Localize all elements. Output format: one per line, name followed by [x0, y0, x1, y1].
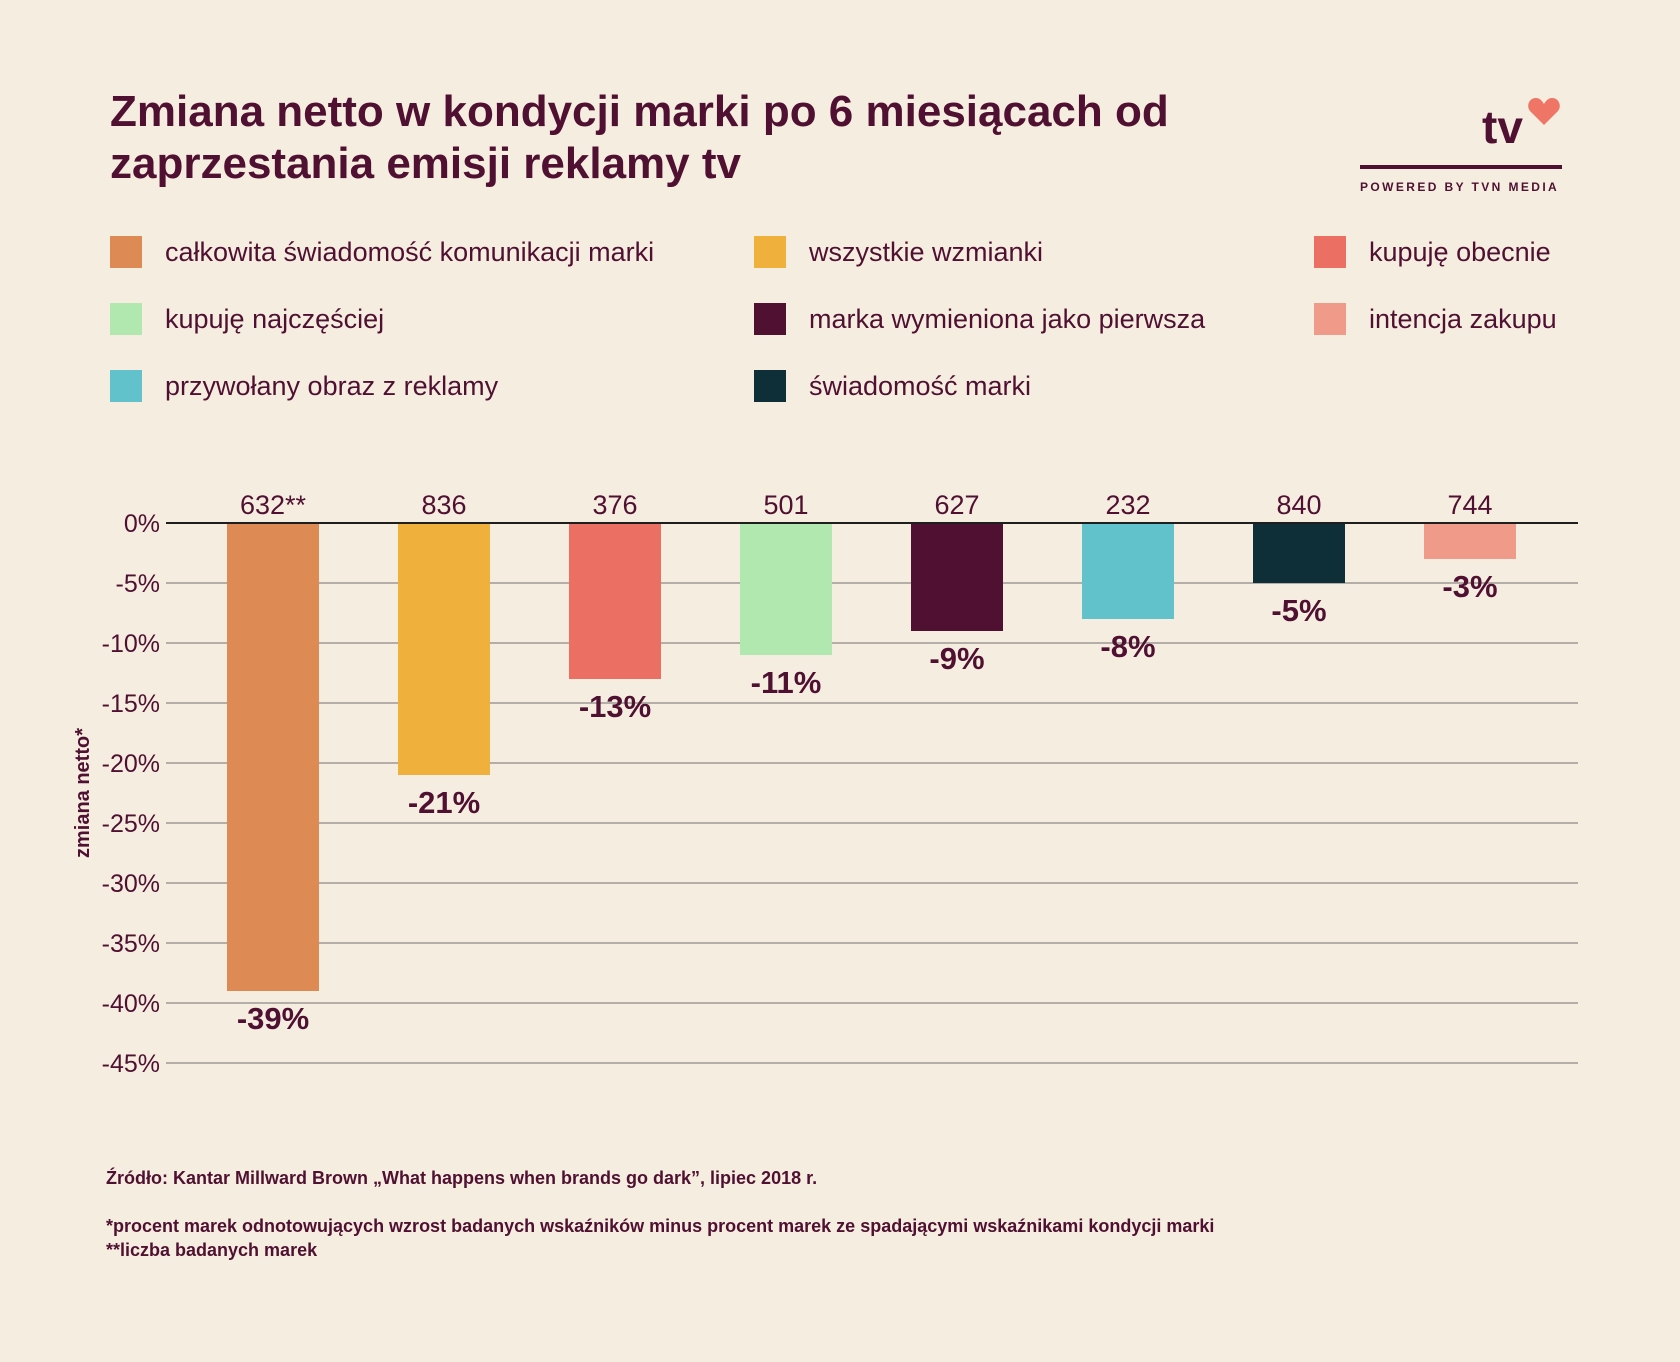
legend-label: przywołany obraz z reklamy	[165, 370, 499, 401]
y-tick-label: -40%	[102, 990, 160, 1018]
source-note: Źródło: Kantar Millward Brown „What happ…	[106, 1168, 818, 1188]
y-tick-label: -10%	[102, 630, 160, 658]
legend-label: całkowita świadomość komunikacji marki	[165, 236, 655, 267]
legend-item: przywołany obraz z reklamy	[110, 369, 498, 403]
bar-chart: 0% -5% -10% -15% -20% -25% -30% -35% -40% -45% zmi…	[72, 490, 1578, 1078]
y-tick-label: -35%	[102, 930, 160, 958]
data-label: -9%	[929, 641, 984, 676]
legend-label: świadomość marki	[809, 370, 1032, 401]
data-label: -3%	[1442, 569, 1497, 604]
brand-count-label: 840	[1276, 490, 1321, 520]
y-tick-label: -30%	[102, 870, 160, 898]
data-label: -39%	[237, 1001, 309, 1036]
legend-label: wszystkie wzmianki	[809, 236, 1044, 267]
legend-item: całkowita świadomość komunikacji marki	[110, 235, 654, 269]
tv-logo: tv POWERED BY TVN MEDIA	[1360, 92, 1562, 202]
footnote-brand-count: **liczba badanych marek	[106, 1240, 318, 1260]
y-tick-label: -5%	[116, 570, 160, 598]
brand-count-label: 376	[592, 490, 637, 520]
y-axis-title: zmiana netto*	[72, 728, 94, 858]
bar	[227, 523, 319, 991]
y-tick-label: -25%	[102, 810, 160, 838]
y-tick-label: -45%	[102, 1050, 160, 1078]
data-label: -21%	[408, 785, 480, 820]
legend-item: świadomość marki	[754, 369, 1031, 403]
data-label: -11%	[751, 665, 822, 700]
legend-item: kupuję najczęściej	[110, 302, 384, 336]
y-tick-label: -20%	[102, 750, 160, 778]
data-label: -8%	[1100, 629, 1155, 664]
legend-swatch	[110, 370, 142, 402]
bar	[1082, 523, 1174, 619]
legend-item: kupuję obecnie	[1314, 235, 1551, 269]
legend-swatch	[754, 303, 786, 335]
brand-count-label: 232	[1105, 490, 1150, 520]
legend-label: kupuję obecnie	[1369, 236, 1551, 267]
bar	[911, 523, 1003, 631]
legend-swatch	[1314, 303, 1346, 335]
brand-count-label: 627	[934, 490, 979, 520]
legend-item: intencja zakupu	[1314, 302, 1557, 336]
chart-title: Zmiana netto w kondycji marki po 6 miesi…	[110, 87, 1169, 188]
bar	[740, 523, 832, 655]
logo-tagline: POWERED BY TVN MEDIA	[1360, 180, 1560, 194]
legend-swatch	[754, 236, 786, 268]
legend-label: kupuję najczęściej	[165, 303, 385, 334]
bar	[1424, 523, 1516, 559]
heart-icon	[1528, 98, 1560, 125]
brand-count-label: 744	[1447, 490, 1492, 520]
bar	[398, 523, 490, 775]
legend: całkowita świadomość komunikacji marki w…	[110, 235, 1590, 415]
legend-swatch	[110, 236, 142, 268]
logo-underline	[1360, 165, 1562, 169]
legend-swatch	[110, 303, 142, 335]
legend-swatch	[1314, 236, 1346, 268]
bar	[569, 523, 661, 679]
legend-item: marka wymieniona jako pierwsza	[754, 302, 1205, 336]
brand-count-label: 632**	[240, 490, 307, 520]
brand-count-label: 836	[421, 490, 466, 520]
legend-item: wszystkie wzmianki	[754, 235, 1043, 269]
legend-label: marka wymieniona jako pierwsza	[809, 303, 1206, 334]
data-label: -13%	[579, 689, 651, 724]
logo-mark: tv	[1482, 101, 1523, 153]
legend-swatch	[754, 370, 786, 402]
footnote-net-change: *procent marek odnotowujących wzrost bad…	[106, 1216, 1215, 1236]
legend-label: intencja zakupu	[1369, 303, 1557, 334]
brand-count-label: 501	[763, 490, 808, 520]
bar	[1253, 523, 1345, 583]
data-label: -5%	[1271, 593, 1326, 628]
y-tick-label: -15%	[102, 690, 160, 718]
y-tick-label: 0%	[124, 510, 160, 538]
